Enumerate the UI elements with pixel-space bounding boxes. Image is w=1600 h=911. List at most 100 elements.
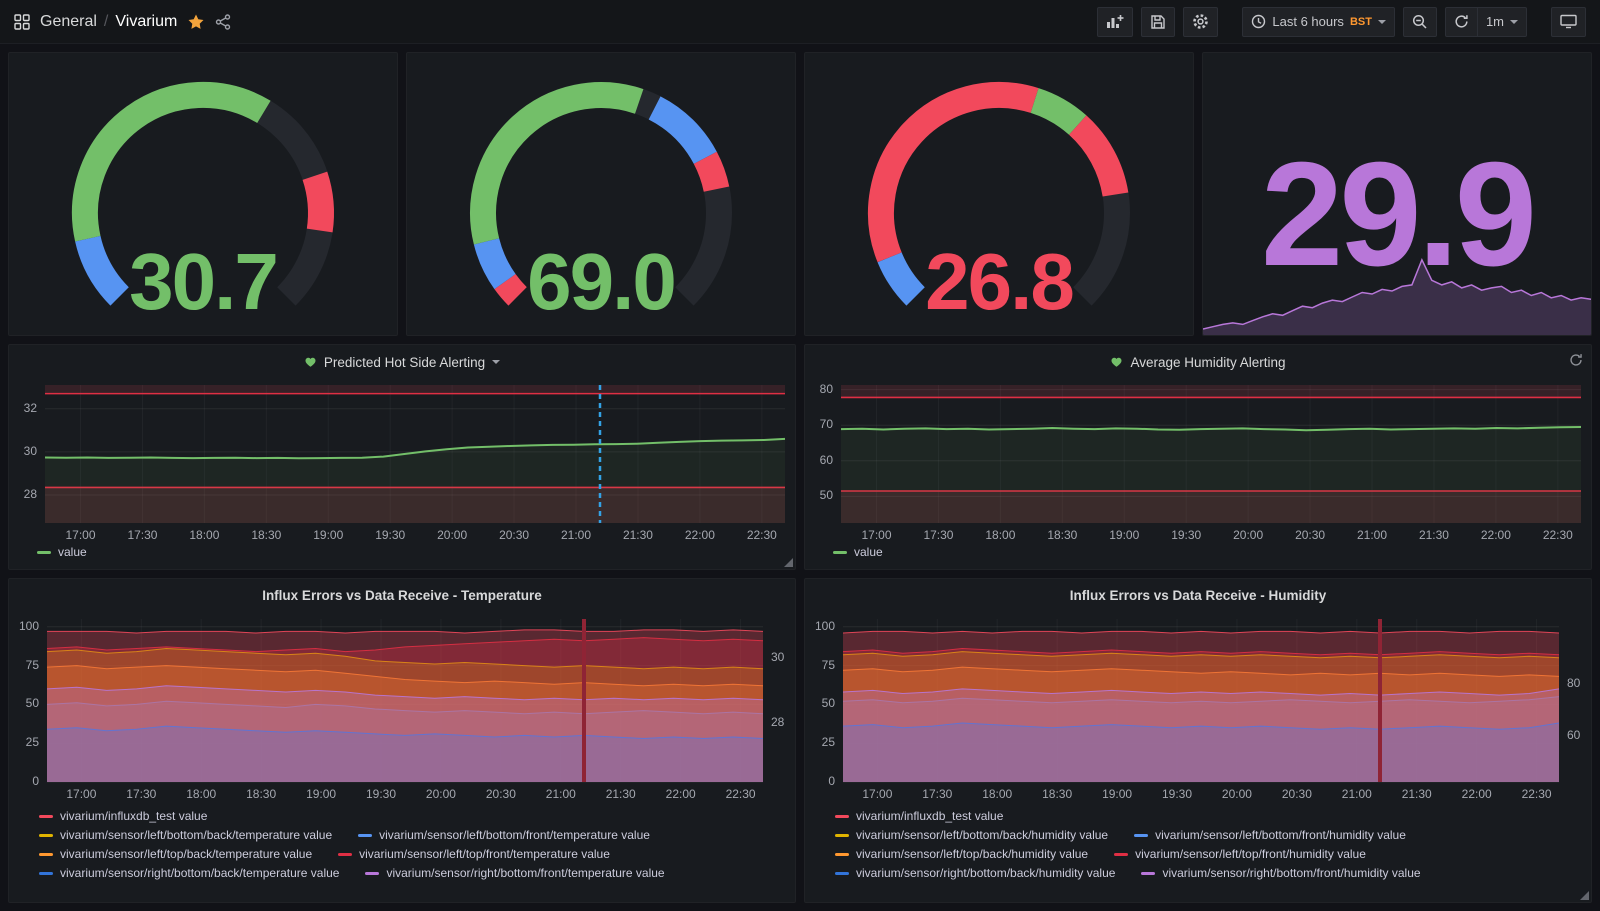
area-chart[interactable]: 17:0017:3018:0018:3019:0019:3020:0020:30… (9, 611, 795, 806)
legend-item[interactable]: vivarium/sensor/right/bottom/front/tempe… (365, 866, 664, 880)
x-tick-label: 18:00 (177, 787, 225, 801)
legend-color-marker (835, 853, 849, 856)
x-tick-label: 22:00 (676, 528, 724, 542)
panel-header[interactable]: Predicted Hot Side Alerting (9, 345, 795, 379)
legend-item[interactable]: vivarium/influxdb_test value (835, 809, 1003, 823)
legend-item[interactable]: vivarium/sensor/left/bottom/back/tempera… (39, 828, 332, 842)
y-tick-label: 0 (9, 774, 39, 788)
legend-item[interactable]: vivarium/sensor/right/bottom/front/humid… (1141, 866, 1420, 880)
legend-label: vivarium/sensor/right/bottom/front/tempe… (386, 866, 664, 880)
y-tick-label: 70 (805, 417, 833, 431)
y-tick-label: 28 (9, 487, 37, 501)
x-tick-label: 19:30 (357, 787, 405, 801)
legend-item[interactable]: vivarium/sensor/left/top/front/temperatu… (338, 847, 610, 861)
time-range-label: Last 6 hours (1272, 14, 1344, 29)
panel-resize-handle[interactable] (1580, 891, 1589, 900)
favorite-star-icon[interactable] (187, 13, 205, 31)
y-tick-label: 50 (9, 696, 39, 710)
legend-label: vivarium/influxdb_test value (856, 809, 1003, 823)
right-tick-label: 30 (771, 650, 784, 664)
x-tick-label: 22:30 (1513, 787, 1561, 801)
gear-icon (1192, 13, 1209, 30)
legend-item[interactable]: vivarium/sensor/left/top/front/humidity … (1114, 847, 1366, 861)
legend-item[interactable]: vivarium/sensor/left/top/back/humidity v… (835, 847, 1088, 861)
tv-mode-button[interactable] (1551, 7, 1586, 37)
x-tick-label: 22:00 (1472, 528, 1520, 542)
x-tick-label: 20:30 (1286, 528, 1334, 542)
legend-color-marker (39, 872, 53, 875)
add-panel-button[interactable] (1097, 7, 1133, 37)
dashboards-grid-icon[interactable] (14, 14, 30, 30)
monitor-icon (1560, 14, 1577, 29)
x-tick-label: 19:00 (1100, 528, 1148, 542)
y-tick-label: 75 (805, 658, 835, 672)
panel-title: Influx Errors vs Data Receive - Humidity (1070, 588, 1327, 603)
legend-label: vivarium/influxdb_test value (60, 809, 207, 823)
x-tick-label: 21:30 (1393, 787, 1441, 801)
breadcrumb: General / Vivarium (40, 13, 177, 31)
alert-ok-heart-icon (304, 356, 317, 368)
legend-item[interactable]: vivarium/sensor/left/top/back/temperatur… (39, 847, 312, 861)
stat-sparkline (1203, 251, 1591, 335)
panel-header[interactable]: Influx Errors vs Data Receive - Humidity (805, 579, 1591, 611)
x-tick-label: 18:00 (973, 787, 1021, 801)
x-tick-label: 18:30 (237, 787, 285, 801)
breadcrumb-folder[interactable]: General (40, 13, 97, 31)
y-tick-label: 50 (805, 696, 835, 710)
legend-item[interactable]: vivarium/sensor/right/bottom/back/temper… (39, 866, 339, 880)
legend-color-marker (39, 853, 53, 856)
legend-item[interactable]: vivarium/sensor/left/bottom/front/temper… (358, 828, 650, 842)
area-chart[interactable]: 17:0017:3018:0018:3019:0019:3020:0020:30… (805, 611, 1591, 806)
panel-header[interactable]: Influx Errors vs Data Receive - Temperat… (9, 579, 795, 611)
zoom-out-time-button[interactable] (1403, 7, 1437, 37)
legend-item[interactable]: vivarium/sensor/left/bottom/front/humidi… (1134, 828, 1406, 842)
legend-item[interactable]: vivarium/sensor/left/bottom/back/humidit… (835, 828, 1108, 842)
legend-item[interactable]: vivarium/sensor/right/bottom/back/humidi… (835, 866, 1115, 880)
breadcrumb-dashboard-name[interactable]: Vivarium (115, 13, 177, 31)
y-tick-label: 25 (805, 735, 835, 749)
panel-resize-handle[interactable] (784, 558, 793, 567)
legend-label: vivarium/sensor/right/bottom/front/humid… (1162, 866, 1420, 880)
time-range-picker[interactable]: Last 6 hours BST (1242, 7, 1395, 37)
refresh-dashboard-button[interactable] (1445, 7, 1478, 37)
x-tick-label: 22:30 (738, 528, 786, 542)
y-tick-label: 30 (9, 444, 37, 458)
y-tick-label: 60 (805, 453, 833, 467)
share-icon[interactable] (215, 14, 231, 30)
chart-legend: vivarium/influxdb_test value vivarium/sen… (805, 806, 1591, 889)
panel-header[interactable]: Average Humidity Alerting (805, 345, 1591, 379)
time-series-chart[interactable]: 17:0017:3018:0018:3019:0019:3020:0020:30… (805, 379, 1591, 545)
legend-label: vivarium/sensor/left/bottom/front/temper… (379, 828, 650, 842)
legend-item[interactable]: value (37, 545, 87, 559)
x-tick-label: 21:00 (537, 787, 585, 801)
x-tick-label: 17:30 (914, 528, 962, 542)
x-tick-label: 21:30 (597, 787, 645, 801)
legend-item[interactable]: value (833, 545, 883, 559)
dashboard-settings-button[interactable] (1183, 7, 1218, 37)
x-tick-label: 22:30 (717, 787, 765, 801)
x-tick-label: 22:00 (1453, 787, 1501, 801)
x-tick-label: 20:00 (417, 787, 465, 801)
gauge-value: 69.0 (407, 236, 795, 328)
refresh-interval-dropdown[interactable]: 1m (1478, 7, 1527, 37)
y-tick-label: 50 (805, 488, 833, 502)
save-dashboard-button[interactable] (1141, 7, 1175, 37)
timezone-badge: BST (1350, 16, 1372, 28)
legend-color-marker (1141, 872, 1155, 875)
refresh-interval-label: 1m (1486, 14, 1504, 29)
gauge-panel-1: 30.7 (8, 52, 398, 336)
alert-panel-humidity: Average Humidity Alerting 17:0017:3018:0… (804, 344, 1592, 570)
time-series-chart[interactable]: 17:0017:3018:0018:3019:0019:3020:0020:30… (9, 379, 795, 545)
x-tick-label: 22:30 (1534, 528, 1582, 542)
x-tick-label: 18:30 (1038, 528, 1086, 542)
panel-refresh-icon[interactable] (1569, 353, 1583, 367)
x-tick-label: 19:30 (1162, 528, 1210, 542)
x-tick-label: 21:30 (1410, 528, 1458, 542)
legend-label: vivarium/sensor/left/top/back/temperatur… (60, 847, 312, 861)
x-tick-label: 22:00 (657, 787, 705, 801)
legend-item[interactable]: vivarium/influxdb_test value (39, 809, 207, 823)
y-tick-label: 0 (805, 774, 835, 788)
stat-panel: 29.9 (1202, 52, 1592, 336)
x-tick-label: 19:00 (297, 787, 345, 801)
zoom-out-icon (1412, 14, 1428, 30)
